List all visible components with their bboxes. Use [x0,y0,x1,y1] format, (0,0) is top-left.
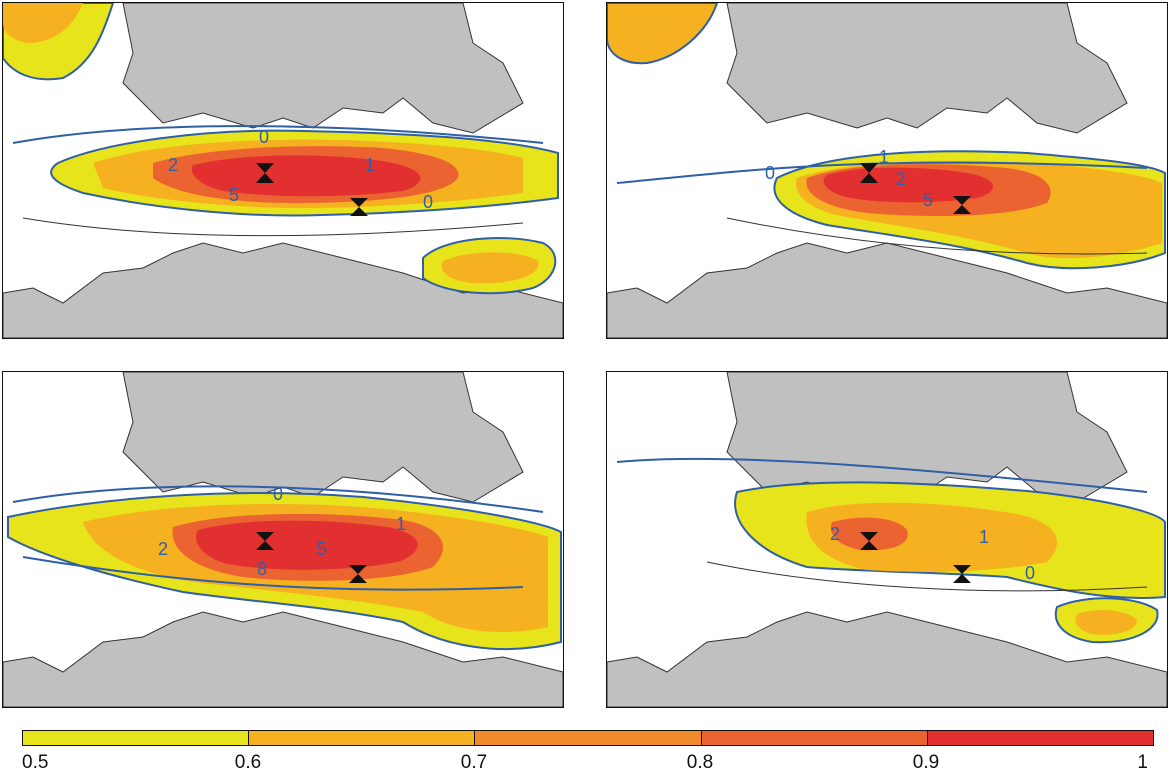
field-red [196,520,418,570]
colorbar-segment [249,731,476,745]
contour-line [22,217,524,237]
contour-label: 1 [979,527,989,547]
hourglass-marker-icon [860,163,878,183]
colorbar-segment [475,731,702,745]
contour-label: 1 [879,147,889,167]
field-sw-orange [441,252,539,284]
map-panel-1: 0 2 1 5 0 [2,2,564,339]
map-panel-2: 1 0 2 5 [606,2,1168,339]
map-svg: 1 0 2 5 [607,3,1167,338]
land-north [726,3,1128,134]
colorbar-segment [927,731,1154,745]
contour-label: 2 [158,539,168,559]
contour-label: 1 [365,155,375,175]
map-panel-3: 0 1 2 5 8 [2,371,564,708]
hourglass-marker-icon [953,196,971,214]
contour-label: 0 [765,163,775,183]
colorbar [22,730,1154,746]
field-nw-orange [607,3,719,65]
land-north [122,372,524,503]
colorbar-tick: 0.7 [460,752,488,773]
contour-line [706,561,1148,592]
contour-line [12,125,544,144]
contour-line [12,485,544,513]
land-south [3,242,563,338]
contour-label: 2 [896,169,906,189]
land-south [3,611,563,707]
map-svg: 0 2 1 5 0 [3,3,563,338]
field-red [823,167,994,203]
field-nw-orange [3,3,83,43]
field-red [191,155,421,197]
hourglass-marker-icon [953,565,971,583]
hourglass-marker-icon [350,198,368,216]
hourglass-marker-icon [256,163,274,183]
contour-label: 5 [923,190,933,210]
contour-label: 2 [830,524,840,544]
colorbar-tick: 0.5 [22,752,49,773]
colorbar-segment [23,731,250,745]
colorbar-tick: 0.6 [234,752,262,773]
field-sw-orange [451,588,549,628]
contour-line [22,556,524,591]
map-svg: 2 1 0 [607,372,1167,707]
contour-label: 8 [257,559,267,579]
contour-label: 0 [1025,563,1035,583]
contour-label: 0 [259,127,269,147]
map-svg: 0 1 2 5 8 [3,372,563,707]
contour-line [616,457,1148,493]
contour-line [616,161,1148,184]
land-north [726,372,1128,503]
colorbar-tick: 0.8 [686,752,714,773]
hourglass-marker-icon [860,532,878,550]
map-panel-4: 2 1 0 [606,371,1168,708]
land-north [122,3,524,134]
contour-label: 2 [168,155,178,175]
contour-label: 1 [396,514,406,534]
field-sw-orange [1075,610,1137,635]
contour-label: 0 [273,484,283,504]
contour-label: 5 [229,185,239,205]
colorbar-tick: 1 [1137,752,1148,773]
colorbar-tick: 0.9 [912,752,940,773]
contour-label: 5 [317,539,327,559]
land-south [607,611,1167,707]
contour-line [726,217,1148,255]
land-south [607,242,1167,338]
contour-label: 0 [423,192,433,212]
colorbar-segment [701,731,928,745]
hourglass-marker-icon [349,565,367,583]
hourglass-marker-icon [256,532,274,550]
